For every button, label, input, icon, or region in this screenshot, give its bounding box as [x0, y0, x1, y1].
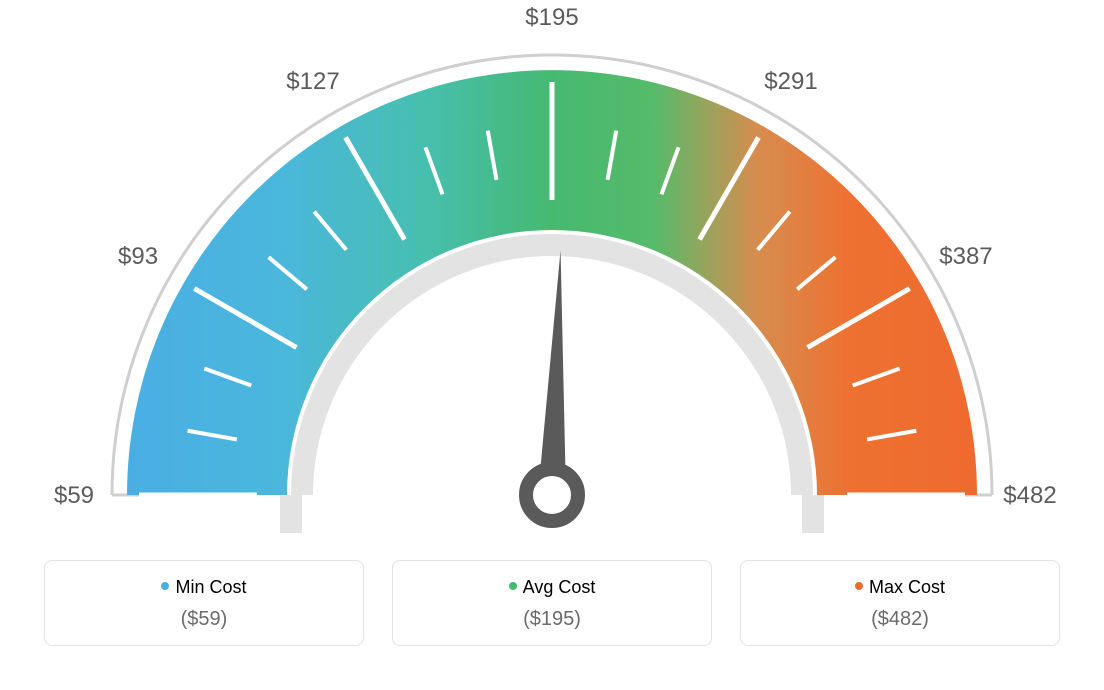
dot-icon-max: [855, 582, 863, 590]
legend-row: Min Cost ($59) Avg Cost ($195) Max Cost …: [0, 560, 1104, 646]
needle-hub: [526, 469, 578, 521]
legend-title-avg: Avg Cost: [393, 577, 711, 598]
tick-label: $291: [764, 68, 817, 95]
gauge-svg: $59 $93 $127 $195 $291 $387 $482: [0, 0, 1104, 560]
legend-value-avg: ($195): [393, 608, 711, 631]
legend-label-avg: Avg Cost: [523, 577, 596, 597]
legend-title-max: Max Cost: [741, 577, 1059, 598]
needle: [538, 250, 566, 495]
gauge-chart-container: $59 $93 $127 $195 $291 $387 $482 Min Cost ($59…: [0, 0, 1104, 690]
legend-title-min: Min Cost: [45, 577, 363, 598]
legend-box-min: Min Cost ($59): [44, 560, 364, 646]
tick-label: $93: [118, 243, 158, 270]
legend-value-min: ($59): [45, 608, 363, 631]
legend-label-min: Min Cost: [175, 577, 246, 597]
tick-label: $195: [525, 4, 578, 31]
tick-label: $59: [54, 482, 94, 509]
legend-label-max: Max Cost: [869, 577, 945, 597]
legend-box-avg: Avg Cost ($195): [392, 560, 712, 646]
dot-icon-min: [161, 582, 169, 590]
dot-icon-avg: [509, 582, 517, 590]
tick-label: $127: [286, 68, 339, 95]
tick-label: $387: [939, 243, 992, 270]
gauge-area: $59 $93 $127 $195 $291 $387 $482: [0, 0, 1104, 560]
legend-value-max: ($482): [741, 608, 1059, 631]
tick-label: $482: [1003, 482, 1056, 509]
legend-box-max: Max Cost ($482): [740, 560, 1060, 646]
